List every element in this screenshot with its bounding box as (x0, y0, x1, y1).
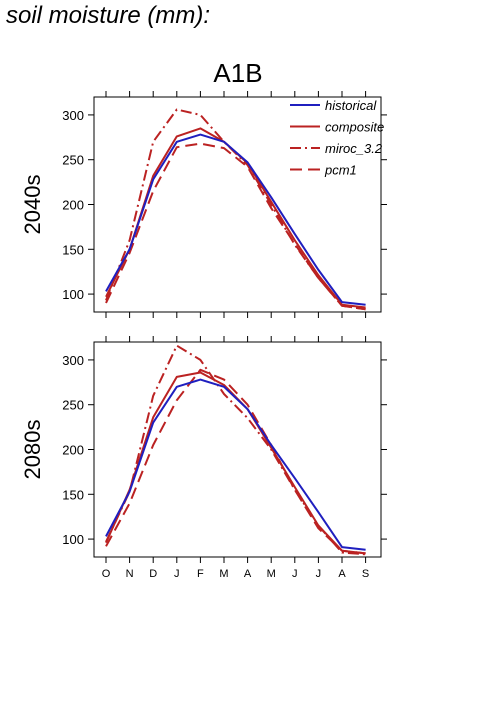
y-tick-label: 100 (62, 287, 84, 302)
series-line-miroc-3-2 (105, 108, 366, 311)
row-label: 2040s (20, 175, 45, 235)
scenario-label: A1B (213, 58, 262, 88)
y-tick-label: 300 (62, 108, 84, 123)
x-tick-label: A (338, 568, 346, 580)
y-tick-label: 150 (62, 242, 84, 257)
x-tick-label: A (244, 568, 252, 580)
y-tick-label: 100 (62, 532, 84, 547)
row-label: 2080s (20, 420, 45, 480)
series-line-historical (105, 378, 366, 551)
x-tick-label: J (174, 568, 180, 580)
x-tick-label: O (102, 568, 111, 580)
legend-label: historical (325, 98, 377, 113)
x-tick-label: J (316, 568, 322, 580)
legend-item: miroc_3.2 (290, 141, 383, 156)
y-tick-label: 250 (62, 398, 84, 413)
plot-frame (93, 341, 382, 558)
y-tick-label: 250 (62, 153, 84, 168)
y-tick-label: 150 (62, 487, 84, 502)
x-tick-label: M (219, 568, 228, 580)
figure-title: soil moisture (mm): (6, 2, 211, 29)
legend-item: pcm1 (290, 163, 357, 178)
legend: historical composite miroc_3.2 pcm1 (290, 98, 384, 178)
y-tick-label: 200 (62, 443, 84, 458)
x-tick-label: S (362, 568, 369, 580)
panel-1: 100 150 200 250 300 O N D J F M A M J J A S 2080s (20, 336, 387, 580)
x-tick-label: F (197, 568, 204, 580)
series-line-miroc-3-2 (105, 344, 366, 556)
legend-label: composite (325, 120, 384, 135)
x-tick-label: D (149, 568, 157, 580)
y-tick-label: 200 (62, 198, 84, 213)
y-tick-label: 300 (62, 353, 84, 368)
legend-item: historical (290, 98, 377, 113)
legend-label: pcm1 (324, 163, 357, 178)
x-tick-label: J (292, 568, 298, 580)
legend-label: miroc_3.2 (325, 141, 383, 156)
series-line-historical (105, 133, 366, 306)
legend-item: composite (290, 120, 384, 135)
panel-0: 100 150 200 250 300 2040s (20, 91, 387, 318)
panels: 100 150 200 250 300 2040s 100 150 200 250 300 O N D J F… (20, 91, 387, 580)
series-line-pcm1 (105, 142, 366, 311)
x-tick-label: N (126, 568, 134, 580)
series-line-pcm1 (105, 368, 366, 555)
x-tick-label: M (267, 568, 276, 580)
